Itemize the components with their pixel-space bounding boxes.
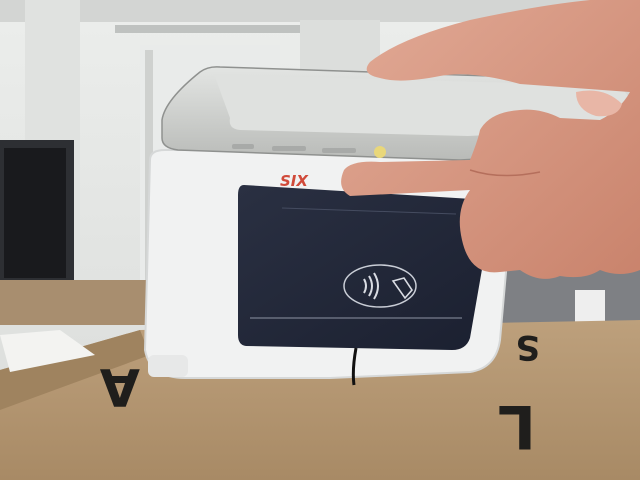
terminal-foot [148,355,188,377]
monitor-screen [4,148,66,278]
desk-background [0,280,150,325]
box-letter-l: L [498,391,536,461]
paper-sheet [0,330,95,372]
phone-side-button-3 [322,148,356,153]
box-letter-a: A [100,356,140,416]
screen-top-line [281,207,457,215]
thumb-nail [576,90,622,117]
terminal-brand-logo: SIX [280,172,309,190]
terminal-cable [351,347,358,386]
box-letter-s: S [516,327,541,367]
cardboard-box-side [0,330,150,410]
phone-indicator-dot [374,146,386,158]
hand [341,0,640,279]
phone-side-button-1 [232,144,254,149]
phone-side-button-2 [272,146,306,151]
ceiling-light [115,25,305,33]
ceiling-beam [0,0,640,22]
contactless-icon [343,264,417,308]
finger-crease [469,169,541,177]
